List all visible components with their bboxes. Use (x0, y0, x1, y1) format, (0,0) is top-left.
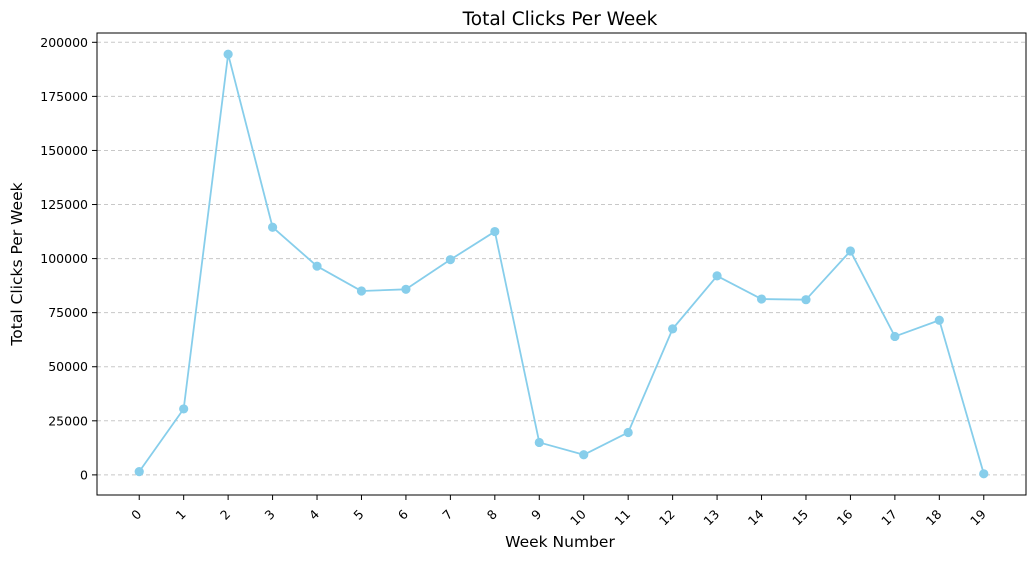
y-axis-ticks: 0 25000 50000 75000 100000 125000 150000 175000… (40, 35, 97, 482)
series-layer (134, 49, 989, 479)
x-tick-label-14: 14 (745, 506, 767, 528)
x-tick-label-1: 1 (173, 507, 189, 523)
data-point-0-1 (179, 404, 189, 414)
y-tick-label-6: 150000 (40, 143, 88, 158)
x-axis-ticks: 0 1 2 3 4 5 6 7 8 9 10 11 12 13 14 15 16 17 18 19 (128, 495, 989, 528)
data-point-0-6 (401, 284, 411, 294)
data-point-0-2 (223, 49, 233, 59)
data-point-0-8 (490, 226, 500, 237)
data-point-0-11 (623, 427, 633, 438)
x-tick-label-15: 15 (789, 507, 811, 529)
data-point-0-13 (712, 271, 722, 281)
x-tick-label-18: 18 (923, 506, 945, 528)
x-tick-label-6: 6 (395, 506, 411, 522)
data-point-0-17 (890, 331, 900, 342)
y-tick-label-5: 125000 (40, 197, 88, 212)
data-point-0-19 (979, 469, 989, 479)
x-tick-label-10: 10 (567, 506, 589, 528)
x-tick-label-9: 9 (528, 506, 544, 522)
plot-area-frame (96, 32, 1027, 496)
axes-frame (96, 32, 1027, 496)
data-point-0-18 (934, 315, 944, 325)
data-point-0-16 (845, 246, 856, 256)
x-tick-label-7: 7 (439, 507, 455, 523)
y-tick-label-3: 75000 (48, 305, 88, 320)
data-point-0-3 (267, 222, 278, 232)
data-point-0-9 (534, 437, 544, 448)
data-point-0-15 (801, 295, 811, 305)
x-tick-label-17: 17 (878, 507, 900, 529)
x-tick-label-19: 19 (967, 506, 989, 528)
x-tick-label-8: 8 (484, 506, 500, 522)
x-tick-label-4: 4 (306, 506, 322, 522)
y-axis-label: Total Clicks Per Week (8, 182, 26, 346)
y-tick-label-1: 25000 (48, 413, 88, 428)
data-point-0-12 (668, 324, 678, 334)
y-tick-label-8: 200000 (40, 35, 88, 50)
x-tick-label-2: 2 (217, 507, 233, 523)
y-tick-label-2: 50000 (48, 359, 88, 374)
y-tick-label-7: 175000 (40, 89, 88, 104)
y-tick-label-0: 0 (80, 467, 88, 482)
x-tick-label-16: 16 (834, 506, 856, 528)
x-tick-label-5: 5 (350, 507, 366, 523)
grid-lines (97, 41, 1026, 476)
x-tick-label-3: 3 (261, 507, 277, 523)
x-tick-label-12: 12 (656, 507, 678, 529)
x-axis-label: Week Number (505, 533, 615, 551)
data-point-0-10 (579, 450, 589, 460)
x-tick-label-13: 13 (700, 507, 722, 529)
data-point-0-7 (445, 255, 455, 265)
series-line-0 (138, 53, 985, 475)
y-tick-label-4: 100000 (40, 251, 88, 266)
data-point-0-5 (356, 286, 367, 296)
data-point-0-0 (134, 467, 144, 477)
x-tick-label-11: 11 (611, 507, 633, 529)
x-tick-label-0: 0 (128, 506, 144, 522)
chart-title: Total Clicks Per Week (462, 9, 658, 30)
data-point-0-14 (756, 294, 767, 304)
data-point-0-4 (312, 261, 322, 271)
